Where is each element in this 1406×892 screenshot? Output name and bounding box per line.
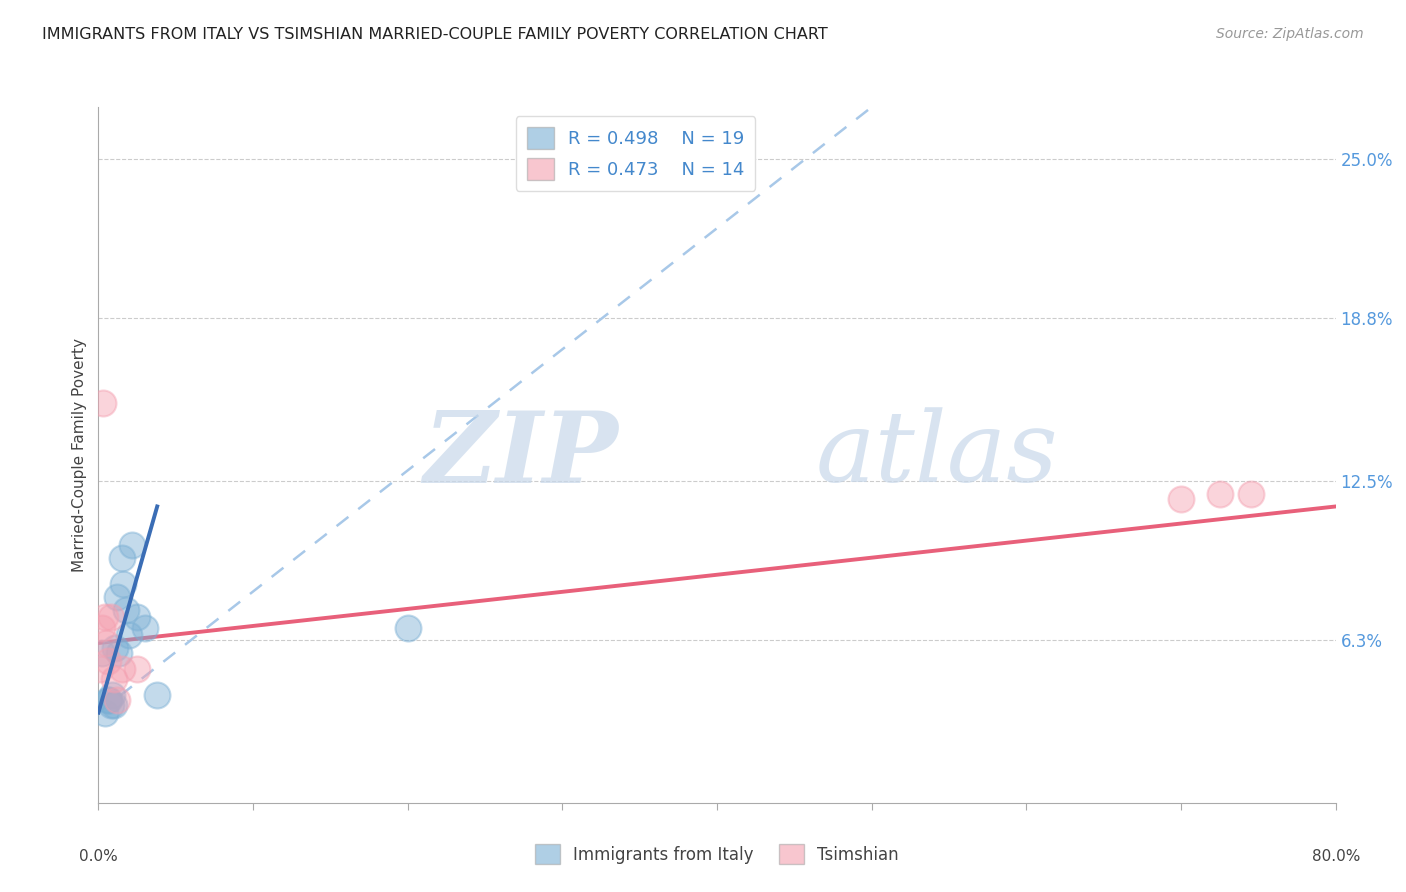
Point xyxy=(127,610,149,624)
Point xyxy=(104,641,127,656)
Point xyxy=(396,621,419,635)
Point xyxy=(96,636,118,650)
Text: IMMIGRANTS FROM ITALY VS TSIMSHIAN MARRIED-COUPLE FAMILY POVERTY CORRELATION CHA: IMMIGRANTS FROM ITALY VS TSIMSHIAN MARRI… xyxy=(42,27,828,42)
Y-axis label: Married-Couple Family Poverty: Married-Couple Family Poverty xyxy=(72,338,87,572)
Point xyxy=(97,692,120,706)
Point xyxy=(107,646,129,660)
Point xyxy=(103,698,125,712)
Point xyxy=(98,692,121,706)
Point xyxy=(97,654,120,668)
Point xyxy=(93,706,115,720)
Text: 80.0%: 80.0% xyxy=(1312,849,1360,864)
Point xyxy=(146,688,169,702)
Point xyxy=(111,662,134,676)
Point xyxy=(112,576,135,591)
Point xyxy=(1170,491,1192,506)
Legend: Immigrants from Italy, Tsimshian: Immigrants from Italy, Tsimshian xyxy=(529,838,905,871)
Point xyxy=(1208,486,1232,500)
Point xyxy=(121,538,143,552)
Point xyxy=(100,610,122,624)
Text: Source: ZipAtlas.com: Source: ZipAtlas.com xyxy=(1216,27,1364,41)
Point xyxy=(100,698,122,712)
Point xyxy=(90,646,112,660)
Point xyxy=(90,621,112,635)
Point xyxy=(91,396,114,410)
Text: atlas: atlas xyxy=(815,408,1059,502)
Text: 0.0%: 0.0% xyxy=(79,849,118,864)
Point xyxy=(105,590,128,604)
Point xyxy=(93,610,115,624)
Point xyxy=(89,662,111,676)
Text: ZIP: ZIP xyxy=(423,407,619,503)
Point xyxy=(111,551,134,566)
Point xyxy=(1240,486,1263,500)
Point xyxy=(115,602,138,616)
Point xyxy=(118,628,141,642)
Point xyxy=(105,692,128,706)
Point xyxy=(103,672,125,686)
Point xyxy=(134,621,156,635)
Point xyxy=(101,688,124,702)
Point xyxy=(127,662,149,676)
